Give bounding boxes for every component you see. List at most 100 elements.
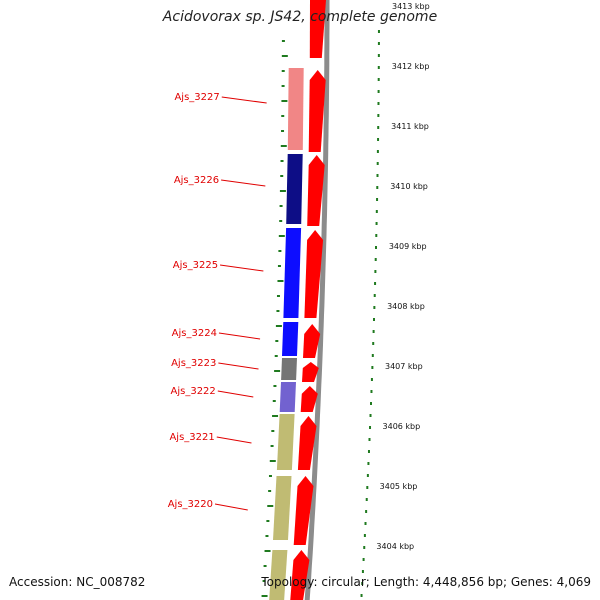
gc-skew-tick: [281, 40, 285, 42]
gc-content-dot: [366, 474, 369, 477]
gene-label: Ajs_3222: [171, 386, 216, 397]
gc-skew-tick: [281, 100, 288, 102]
gc-skew-tick: [279, 205, 283, 207]
gc-content-dot: [367, 450, 370, 453]
gc-content-dot: [376, 174, 379, 177]
gc-skew-track: [261, 40, 288, 597]
gc-content-dot: [376, 150, 379, 153]
gc-content-dot: [366, 486, 369, 489]
gc-content-dot: [370, 402, 373, 405]
genome-backbone: [304, 0, 330, 600]
gc-skew-tick: [275, 340, 279, 342]
position-label: 3412 kbp: [392, 62, 430, 71]
gc-content-dot: [373, 294, 376, 297]
gene-block: [282, 322, 299, 356]
position-label: 3405 kbp: [380, 482, 418, 491]
position-label: 3413 kbp: [392, 2, 430, 11]
gc-content-dot: [369, 414, 372, 417]
gc-content-dot: [377, 42, 380, 45]
cds-arrow-track: [290, 0, 326, 600]
gc-skew-tick: [281, 115, 285, 117]
gene-label: Ajs_3221: [169, 432, 214, 443]
gc-content-dot: [361, 582, 364, 585]
gc-content-dot: [377, 126, 380, 129]
gc-content-dot: [363, 534, 366, 537]
genome-summary: Topology: circular; Length: 4,448,856 bp…: [261, 575, 591, 589]
gc-skew-tick: [280, 175, 284, 177]
gc-skew-tick: [278, 235, 285, 237]
gc-skew-tick: [276, 310, 280, 312]
gc-content-dot: [377, 66, 380, 69]
gc-content-dot: [374, 282, 377, 285]
gene-label: Ajs_3227: [174, 92, 219, 103]
gc-content-dot: [360, 594, 363, 597]
gc-content-dot: [364, 522, 367, 525]
gene-block: [287, 68, 304, 150]
gc-content-dot: [367, 462, 370, 465]
gc-skew-tick: [272, 415, 279, 417]
gc-content-dot: [375, 210, 378, 213]
cds-arrow: [309, 0, 326, 58]
gc-skew-tick: [264, 550, 271, 552]
gene-leader-line: [220, 264, 264, 272]
gc-skew-tick: [263, 565, 267, 567]
cds-arrow: [308, 70, 326, 152]
gc-content-dot: [375, 246, 378, 249]
cds-arrow: [290, 550, 310, 600]
gc-content-dot: [376, 162, 379, 165]
gc-skew-tick: [272, 400, 276, 402]
position-label: 3404 kbp: [376, 542, 414, 551]
gc-skew-tick: [281, 70, 285, 72]
gc-content-dot: [376, 186, 379, 189]
gc-content-dot: [375, 222, 378, 225]
gene-block: [269, 550, 288, 600]
cds-arrow: [303, 324, 321, 358]
gene-leader-line: [217, 390, 254, 398]
gc-skew-tick: [265, 535, 269, 537]
gc-content-dot: [363, 546, 366, 549]
cds-arrow: [304, 230, 324, 318]
cds-arrow: [302, 362, 319, 382]
gc-content-dot: [374, 270, 377, 273]
gc-skew-tick: [275, 325, 282, 327]
gc-content-dot: [375, 234, 378, 237]
gene-block: [273, 476, 292, 540]
gc-content-dot: [374, 258, 377, 261]
gene-leader-line: [218, 362, 259, 370]
gc-content-dot: [368, 438, 371, 441]
gc-content-dot: [377, 78, 380, 81]
gc-skew-tick: [266, 520, 270, 522]
gc-skew-tick: [277, 280, 284, 282]
gc-content-dot: [377, 54, 380, 57]
gene-leader-line: [214, 503, 248, 511]
gc-skew-tick: [280, 160, 284, 162]
cds-arrow: [293, 476, 314, 545]
gc-content-dot: [373, 306, 376, 309]
gc-skew-tick: [267, 505, 274, 507]
gc-skew-tick: [281, 130, 285, 132]
gc-content-dot: [371, 366, 374, 369]
gc-content-dot: [365, 498, 368, 501]
gc-content-dot: [377, 138, 380, 141]
gc-skew-tick: [280, 145, 287, 147]
gc-content-dot: [377, 114, 380, 117]
gc-skew-tick: [278, 250, 282, 252]
gc-skew-tick: [277, 265, 281, 267]
gc-content-dot: [377, 30, 380, 33]
gc-content-dot: [370, 390, 373, 393]
position-label: 3411 kbp: [391, 122, 429, 131]
gc-skew-tick: [271, 430, 275, 432]
gene-leader-line: [216, 436, 252, 444]
gc-content-dot: [372, 330, 375, 333]
accession-label: Accession: NC_008782: [9, 575, 146, 589]
gene-feature-track: [269, 68, 304, 600]
gc-skew-tick: [281, 85, 285, 87]
gc-content-dot: [377, 102, 380, 105]
gc-content-dot: [377, 90, 380, 93]
gc-skew-tick: [281, 55, 288, 57]
cds-arrow: [300, 386, 318, 412]
gc-skew-tick: [269, 460, 276, 462]
gene-leader-line: [221, 179, 266, 187]
gc-skew-tick: [279, 220, 283, 222]
cds-arrow: [307, 155, 325, 226]
